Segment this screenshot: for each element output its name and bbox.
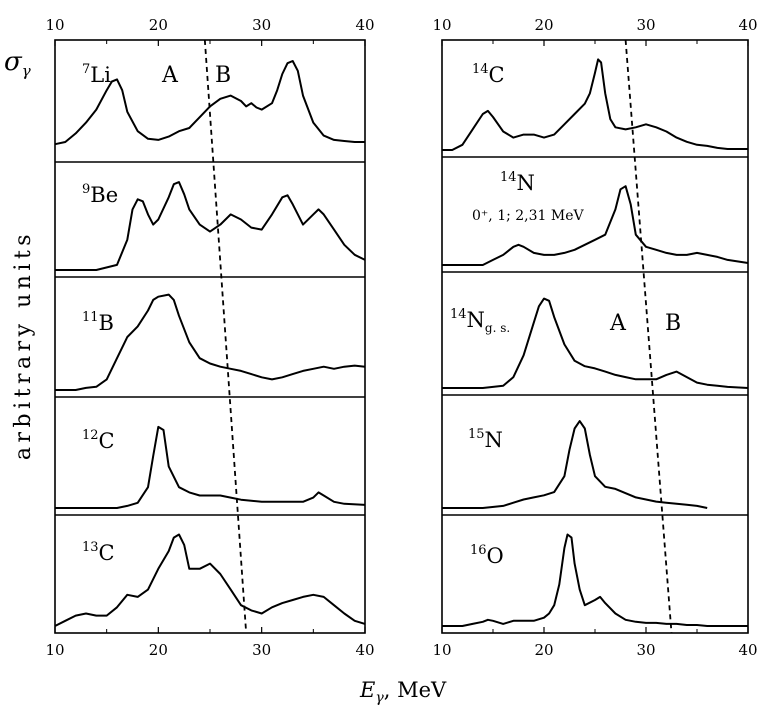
x-tick-label-top: 40 xyxy=(738,16,757,34)
x-tick-label-bottom: 20 xyxy=(534,641,553,659)
x-tick-label-bottom: 20 xyxy=(149,641,168,659)
spectrum-curve-n14gs xyxy=(442,297,749,389)
right-boundary-line xyxy=(624,39,673,634)
spectrum-curve-c12 xyxy=(55,425,366,509)
spectrum-curve-n14 xyxy=(442,185,749,266)
spectrum-curve-b11 xyxy=(55,293,366,391)
x-tick-label-top: 20 xyxy=(534,16,553,34)
spectrum-curve-o16 xyxy=(442,533,748,627)
spectrum-curve-li7 xyxy=(54,60,365,146)
nucleus-label-b11: 11B xyxy=(82,310,114,335)
x-tick-label-top: 10 xyxy=(45,16,64,34)
right-region-label-b: B xyxy=(665,311,681,336)
x-axis-label: Eγ, MeV xyxy=(359,678,447,706)
spectrum-curve-be9 xyxy=(55,181,366,271)
left-region-label-a: A xyxy=(161,63,179,88)
nucleus-note-n14: 0⁺, 1; 2,31 MeV xyxy=(472,208,585,224)
x-tick-label-bottom: 40 xyxy=(738,641,757,659)
nucleus-label-n14gs: 14Ng. s. xyxy=(450,307,510,335)
x-tick-label-bottom: 30 xyxy=(252,641,271,659)
x-tick-label-bottom: 40 xyxy=(355,641,374,659)
x-tick-label-top: 30 xyxy=(636,16,655,34)
nucleus-label-c13: 13C xyxy=(82,540,115,565)
x-tick-label-top: 30 xyxy=(252,16,271,34)
sigma-symbol: σγ xyxy=(4,47,31,80)
nucleus-label-c14: 14C xyxy=(472,62,505,87)
x-tick-label-bottom: 30 xyxy=(636,641,655,659)
nucleus-label-c12: 12C xyxy=(82,428,115,453)
x-tick-label-top: 10 xyxy=(432,16,451,34)
x-tick-label-top: 40 xyxy=(355,16,374,34)
nucleus-label-n15: 15N xyxy=(468,427,503,452)
right-region-label-a: A xyxy=(609,311,627,336)
spectrum-curve-c14 xyxy=(442,58,748,151)
x-tick-label-top: 20 xyxy=(149,16,168,34)
x-tick-label-bottom: 10 xyxy=(432,641,451,659)
left-region-label-b: B xyxy=(215,63,231,88)
spectrum-curve-c13 xyxy=(54,533,366,627)
y-axis-label: arbitrary units xyxy=(11,230,36,460)
nucleus-label-li7: 7Li xyxy=(82,62,111,87)
x-tick-label-bottom: 10 xyxy=(45,641,64,659)
left-boundary-line xyxy=(203,39,248,634)
spectrum-curve-n15 xyxy=(442,420,708,509)
nucleus-label-n14: 14N xyxy=(500,170,535,195)
nucleus-label-o16: 16O xyxy=(470,543,504,568)
nucleus-label-be9: 9Be xyxy=(82,182,118,207)
